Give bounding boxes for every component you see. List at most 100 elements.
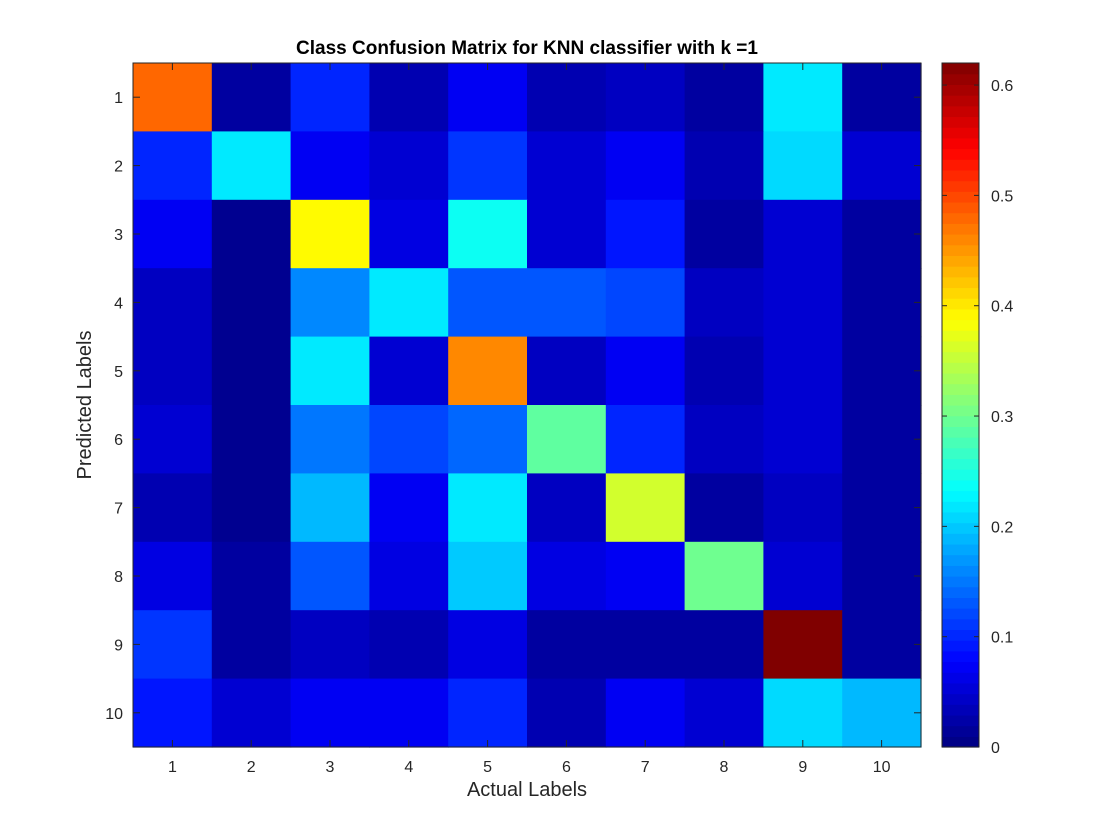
heatmap-cell-4-2 xyxy=(211,268,292,338)
heatmap-cell-8-9 xyxy=(763,541,843,611)
y-axis-ticks: 1 2 3 4 5 6 7 8 9 10 xyxy=(105,90,921,723)
colorbar-band xyxy=(942,447,979,460)
heatmap-cell-6-3 xyxy=(290,405,370,474)
y-tick-label: 9 xyxy=(114,637,123,654)
heatmap-cell-2-5 xyxy=(448,131,528,201)
heatmap-cell-9-7 xyxy=(605,610,686,680)
colorbar-tick-label: 0 xyxy=(991,740,1000,757)
heatmap-cell-2-6 xyxy=(527,131,607,201)
heatmap-cell-3-3 xyxy=(290,199,370,269)
x-axis-label: Actual Labels xyxy=(467,779,587,801)
colorbar-band xyxy=(942,586,979,598)
colorbar-band xyxy=(942,533,979,545)
heatmap-cell-8-3 xyxy=(290,541,370,611)
heatmap-cell-2-4 xyxy=(369,131,449,201)
colorbar-frame xyxy=(941,62,980,748)
colorbar-band xyxy=(942,522,979,534)
heatmap-cell-1-2 xyxy=(211,63,292,132)
heatmap-cell-6-8 xyxy=(684,405,764,474)
colorbar-band xyxy=(942,180,979,192)
heatmap-cell-5-6 xyxy=(527,336,607,406)
x-tick-label: 5 xyxy=(483,759,492,776)
colorbar-ticks: 0 0.1 0.2 0.3 0.4 0.5 0.6 xyxy=(942,78,1013,757)
x-tick-label: 4 xyxy=(404,759,413,776)
colorbar-band xyxy=(942,437,979,449)
heatmap-cell-2-9 xyxy=(763,131,843,201)
colorbar-band xyxy=(942,191,979,203)
colorbar-band xyxy=(942,116,979,128)
heatmap-cell-3-10 xyxy=(842,199,922,269)
heatmap-cell-1-6 xyxy=(527,63,607,132)
colorbar-band xyxy=(942,415,979,427)
heatmap-cell-7-2 xyxy=(211,473,292,543)
colorbar-band xyxy=(942,105,979,118)
heatmap-cell-10-2 xyxy=(211,678,292,748)
heatmap-cell-2-10 xyxy=(842,131,922,201)
colorbar-band xyxy=(942,597,979,609)
heatmap-cell-9-8 xyxy=(684,610,764,680)
colorbar-band xyxy=(942,629,979,641)
heatmap-cell-5-1 xyxy=(133,336,213,406)
heatmap-cell-2-2 xyxy=(211,131,292,201)
heatmap-cell-8-8 xyxy=(684,541,764,611)
colorbar-tick-label: 0.1 xyxy=(991,630,1013,647)
heatmap-cell-6-5 xyxy=(448,405,528,474)
colorbar-band xyxy=(942,554,979,566)
colorbar-band xyxy=(942,372,979,385)
x-tick-label: 8 xyxy=(720,759,729,776)
heatmap-cell-10-9 xyxy=(763,678,843,748)
heatmap-cell-9-6 xyxy=(527,610,607,680)
colorbar-band xyxy=(942,330,979,342)
colorbar-band xyxy=(942,501,979,513)
colorbar-band xyxy=(942,127,979,139)
chart-title: Class Confusion Matrix for KNN classifie… xyxy=(296,38,758,59)
heatmap-cell-10-4 xyxy=(369,678,449,748)
colorbar-band xyxy=(942,458,979,470)
colorbar-band xyxy=(942,159,979,171)
y-tick-label: 5 xyxy=(114,364,123,381)
colorbar-band xyxy=(942,394,979,406)
heatmap-cell-3-8 xyxy=(684,199,764,269)
heatmap-cell-9-2 xyxy=(211,610,292,680)
heatmap-cell-10-5 xyxy=(448,678,528,748)
y-tick-label: 6 xyxy=(114,432,123,449)
heatmap-cell-3-4 xyxy=(369,199,449,269)
heatmap-cell-1-9 xyxy=(763,63,843,132)
heatmap-cell-3-5 xyxy=(448,199,528,269)
heatmap-cell-4-4 xyxy=(369,268,449,338)
heatmap-cell-7-7 xyxy=(605,473,686,543)
heatmap-cell-8-2 xyxy=(211,541,292,611)
colorbar-band xyxy=(942,276,979,289)
colorbar-tick-label: 0.3 xyxy=(991,409,1013,426)
y-tick-label: 4 xyxy=(114,295,123,312)
y-tick-label: 1 xyxy=(114,90,123,107)
colorbar-band xyxy=(942,490,979,502)
colorbar-band xyxy=(942,650,979,663)
heatmap-cell-6-9 xyxy=(763,405,843,474)
colorbar-band xyxy=(942,308,979,321)
heatmap-cell-2-1 xyxy=(133,131,213,201)
heatmap-cell-2-3 xyxy=(290,131,370,201)
y-tick-label: 2 xyxy=(114,159,123,176)
colorbar-band xyxy=(942,266,979,278)
colorbar-band xyxy=(942,543,979,556)
colorbar-band xyxy=(942,212,979,224)
colorbar-band xyxy=(942,576,979,588)
heatmap-cell-7-6 xyxy=(527,473,607,543)
colorbar-tick-label: 0.6 xyxy=(991,78,1013,95)
heatmap-cell-9-5 xyxy=(448,610,528,680)
colorbar-band xyxy=(942,511,979,524)
colorbar-band xyxy=(942,618,979,631)
heatmap-cell-3-6 xyxy=(527,199,607,269)
colorbar-band xyxy=(942,661,979,673)
heatmap-cell-4-3 xyxy=(290,268,370,338)
heatmap-cell-4-1 xyxy=(133,268,213,338)
heatmap-cell-5-7 xyxy=(605,336,686,406)
colorbar-band xyxy=(942,287,979,299)
colorbar-band xyxy=(942,169,979,182)
heatmap-cell-5-9 xyxy=(763,336,843,406)
heatmap-cell-7-3 xyxy=(290,473,370,543)
heatmap-cell-4-8 xyxy=(684,268,764,338)
heatmap-cell-2-8 xyxy=(684,131,764,201)
